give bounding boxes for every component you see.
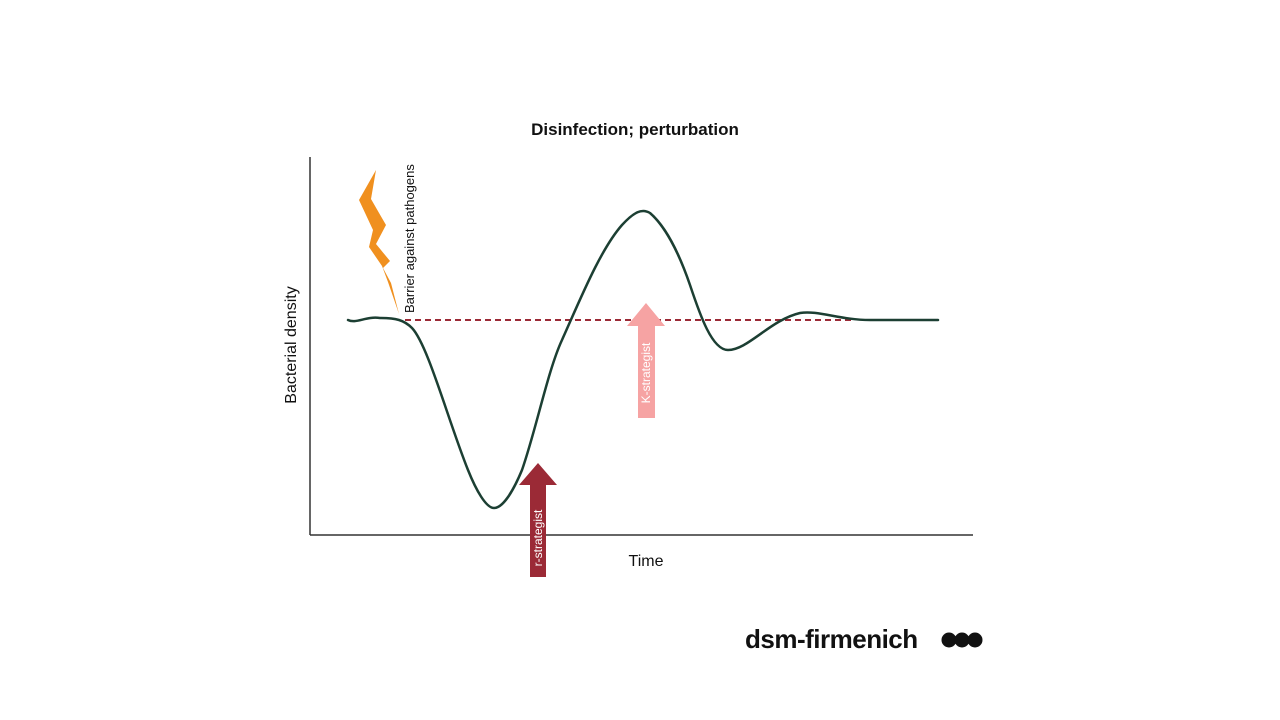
- x-axis-label: Time: [629, 553, 664, 570]
- brand-wordmark: dsm-firmenich: [745, 624, 918, 654]
- r-strategist-label: r-strategist: [531, 509, 545, 566]
- r-strategist-arrow-shape: [519, 463, 557, 577]
- density-curve: [346, 209, 940, 510]
- lightning-bolt-icon: [359, 170, 399, 314]
- chart-title: Disinfection; perturbation: [531, 120, 739, 139]
- k-strategist-arrow-shape: [627, 303, 665, 418]
- k-strategist-arrow: K-strategist: [627, 303, 665, 418]
- brand-logo: dsm-firmenich: [745, 624, 983, 654]
- disturbance-label: Barrier against pathogens: [402, 164, 417, 313]
- three-dots-logo: [941, 632, 983, 648]
- y-axis-label: Bacterial density: [283, 286, 300, 403]
- k-strategist-label: K-strategist: [639, 342, 653, 403]
- r-strategist-arrow: r-strategist: [519, 463, 557, 577]
